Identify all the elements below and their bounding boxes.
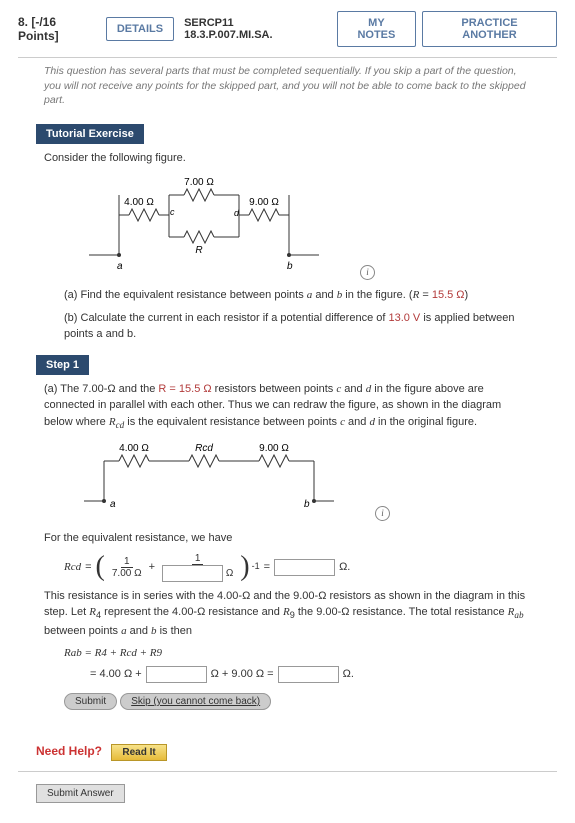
input-rcd[interactable] (274, 559, 335, 576)
read-it-button[interactable]: Read It (111, 744, 166, 761)
my-notes-button[interactable]: MY NOTES (337, 11, 416, 47)
info-icon[interactable]: i (360, 265, 375, 280)
input-den[interactable] (162, 565, 223, 582)
details-button[interactable]: DETAILS (106, 17, 174, 41)
step1-p3: This resistance is in series with the 4.… (44, 588, 531, 640)
r-left-label: 4.00 Ω (124, 197, 154, 208)
c2-b: b (304, 499, 310, 510)
skip-link[interactable]: Skip (you cannot come back) (120, 693, 271, 710)
question-id: SERCP11 18.3.P.007.MI.SA. (184, 17, 325, 41)
input-rab[interactable] (278, 666, 339, 683)
c2-rmid: Rcd (195, 443, 213, 454)
step1-header: Step 1 (36, 355, 89, 375)
submit-step-button[interactable]: Submit (64, 693, 117, 710)
node-c: c (170, 207, 175, 217)
ans-a: 15.5 Ω (432, 289, 465, 301)
circuit-figure-2: 4.00 Ω Rcd 9.00 Ω a b (74, 441, 354, 516)
node-a: a (117, 261, 123, 272)
info-icon-2[interactable]: i (375, 506, 390, 521)
circuit-figure-1: 7.00 Ω 4.00 Ω 9.00 Ω R c d a b (84, 175, 344, 275)
tutorial-intro: Consider the following figure. (44, 150, 531, 167)
r-bottom-label: R (195, 245, 202, 256)
tutorial-header: Tutorial Exercise (36, 124, 144, 144)
step1-p1: (a) The 7.00-Ω and the R = 15.5 Ω resist… (44, 381, 531, 433)
sequential-note: This question has several parts that mus… (44, 64, 531, 108)
voltage-val: 13.0 V (388, 312, 420, 324)
part-b: (b) Calculate the current in each resist… (64, 310, 531, 343)
c2-a: a (110, 499, 116, 510)
submit-answer-button[interactable]: Submit Answer (36, 784, 125, 803)
c2-rleft: 4.00 Ω (119, 443, 149, 454)
r-top-label: 7.00 Ω (184, 177, 214, 188)
step1-p2: For the equivalent resistance, we have (44, 530, 531, 547)
points-label: 8. [-/16 Points] (18, 15, 100, 43)
practice-another-button[interactable]: PRACTICE ANOTHER (422, 11, 557, 47)
rab-equation: Rab = R4 + Rcd + R9 = 4.00 Ω + Ω + 9.00 … (64, 645, 511, 683)
part-a: (a) Find the equivalent resistance betwe… (64, 287, 531, 304)
need-help-label: Need Help? (36, 744, 102, 758)
input-rcd2[interactable] (146, 666, 207, 683)
node-b: b (287, 261, 293, 272)
rcd-equation: Rcd = ( 17.00 Ω + 1 Ω ) -1 = Ω. (64, 553, 511, 582)
r-right-label: 9.00 Ω (249, 197, 279, 208)
c2-rright: 9.00 Ω (259, 443, 289, 454)
